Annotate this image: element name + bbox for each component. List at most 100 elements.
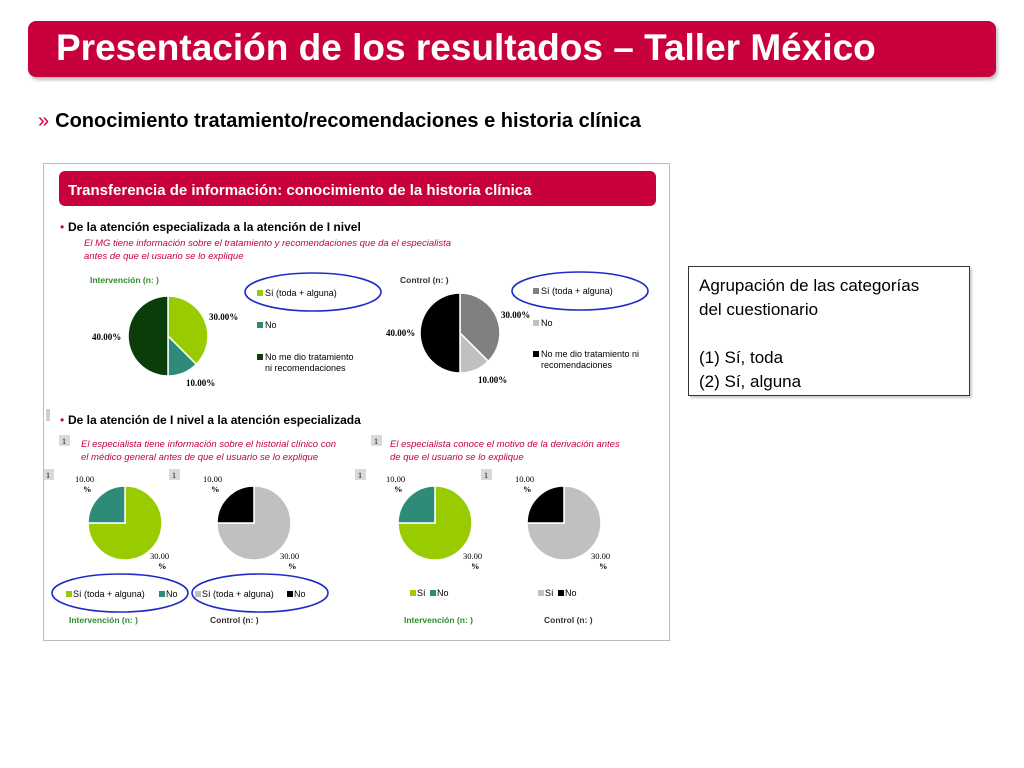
legend-pie3: Sí (toda + alguna) No — [66, 589, 178, 599]
pie5-group-label: Intervención (n: ) — [404, 615, 473, 625]
pie-slice-no — [526, 485, 565, 524]
legend-label-no: No — [166, 589, 178, 599]
marker-c: 1 — [46, 471, 50, 480]
legend-swatch-si — [533, 288, 539, 294]
marker-box-c — [44, 469, 54, 480]
legend-label-no: No — [437, 588, 449, 598]
legend-label-si: Sí (toda + alguna) — [73, 589, 145, 599]
figure-header-band — [59, 171, 656, 206]
pie2-label-nomedio: 40.00% — [386, 328, 415, 338]
pie3-group-label: Intervención (n: ) — [69, 615, 138, 625]
pie-chart-intervention-s1 — [127, 295, 209, 377]
pie3-label-no-pct: % — [83, 484, 92, 494]
pie1-label-nomedio: 40.00% — [92, 332, 121, 342]
legend-swatch-nomedio — [533, 351, 539, 357]
marker-f: 1 — [484, 471, 488, 480]
results-figure-svg: Transferencia de información: conocimien… — [44, 171, 656, 625]
legend-label-si: Sí (toda + alguna) — [265, 288, 337, 298]
legend-label-si: Sí — [545, 588, 554, 598]
pie-slice-no-me-dio-tratamiento-ni-recomendaciones — [419, 292, 461, 374]
pie-slice-s-toda-alguna — [87, 485, 163, 561]
slide-subtitle: » Conocimiento tratamiento/recomendacione… — [38, 110, 641, 133]
legend-label-nomedio-1: No me dio tratamiento ni — [541, 349, 639, 359]
slide-title: Presentación de los resultados – Taller … — [56, 27, 876, 68]
legend-swatch-nomedio — [257, 354, 263, 360]
marker-box-a — [59, 435, 70, 446]
pie-slice-no — [216, 485, 255, 524]
pie4-label-no: 10.00 — [203, 474, 222, 484]
pie-slice-s-toda-alguna — [167, 295, 209, 366]
pie4-label-si-pct: % — [288, 561, 297, 571]
pie-chart-control-s2a — [216, 485, 292, 561]
pie1-label-no: 10.00% — [186, 378, 215, 388]
pie-chart-control-s1 — [419, 292, 501, 374]
legend-swatch-no — [533, 320, 539, 326]
pie4-label-si: 30.00 — [280, 551, 299, 561]
pie4-value-labels: 10.00 % 30.00 % — [203, 474, 299, 571]
legend-swatch-si — [66, 591, 72, 597]
pie6-group-label: Control (n: ) — [544, 615, 593, 625]
marker-box-b — [371, 435, 382, 446]
marker-a: 1 — [62, 437, 66, 446]
pie-slice-s — [397, 485, 473, 561]
pie-slice-no — [397, 485, 436, 524]
legend-label-si: Sí (toda + alguna) — [202, 589, 274, 599]
pie-slice-no — [87, 485, 126, 524]
pie-slice-s-toda-alguna — [216, 485, 292, 561]
marker-box-d — [169, 469, 180, 480]
pie6-label-no-pct: % — [523, 484, 532, 494]
legend-swatch-si — [257, 290, 263, 296]
legend-swatch-si — [195, 591, 201, 597]
pie3-value-labels: 10.00 % 30.00 % — [75, 474, 169, 571]
marker-b: 1 — [374, 437, 378, 446]
section1-heading: De la atención especializada a la atenci… — [68, 220, 361, 234]
legend-label-no: No — [294, 589, 306, 599]
section2-marker-box — [46, 409, 50, 421]
highlight-ellipse-pie3 — [51, 573, 189, 613]
subtitle-text: Conocimiento tratamiento/recomendaciones… — [55, 110, 641, 132]
pie1-group-label: Intervención (n: ) — [90, 275, 159, 285]
note-line-4: (2) Sí, alguna — [699, 372, 802, 391]
legend-label-no: No — [541, 318, 553, 328]
pie-slice-s — [526, 485, 602, 561]
pie-slice-no-me-dio-tratamiento-ni-recomendaciones — [127, 295, 169, 377]
section2-question-left-2: el médico general antes de que el usuari… — [81, 452, 318, 463]
pie4-label-no-pct: % — [211, 484, 220, 494]
legend-label-nomedio-1: No me dio tratamiento — [265, 352, 354, 362]
legend-pie4: Sí (toda + alguna) No — [195, 589, 306, 599]
marker-e: 1 — [358, 471, 362, 480]
pie5-value-labels: 10.00 % 30.00 % — [386, 474, 482, 571]
legend-swatch-no — [257, 322, 263, 328]
pie2-group-label: Control (n: ) — [400, 275, 449, 285]
pie6-label-si-pct: % — [599, 561, 608, 571]
section1-bullet: • — [60, 220, 64, 234]
legend-swatch-no — [558, 590, 564, 596]
note-line-3: (1) Sí, toda — [699, 348, 784, 367]
section2-question-right-2: de que el usuario se lo explique — [390, 452, 524, 463]
legend-swatch-si — [410, 590, 416, 596]
highlight-ellipse-pie4 — [191, 573, 329, 613]
legend-label-no: No — [565, 588, 577, 598]
category-grouping-note: Agrupación de las categorías del cuestio… — [688, 266, 970, 396]
legend-swatch-no — [430, 590, 436, 596]
slide-title-bar: Presentación de los resultados – Taller … — [28, 21, 996, 77]
marker-box-f — [481, 469, 492, 480]
pie3-label-si-pct: % — [158, 561, 167, 571]
pie5-label-no-pct: % — [394, 484, 403, 494]
legend-pie1: Sí (toda + alguna) No No me dio tratamie… — [257, 288, 354, 373]
pie2-label-no: 10.00% — [478, 375, 507, 385]
section1-question-line2: antes de que el usuario se lo explique — [84, 251, 244, 262]
section2-question-right-1: El especialista conoce el motivo de la d… — [390, 439, 620, 450]
legend-pie2: Sí (toda + alguna) No No me dio tratamie… — [533, 286, 639, 370]
pie-chart-intervention-s2a — [87, 485, 163, 561]
pie6-value-labels: 10.00 % 30.00 % — [515, 474, 610, 571]
legend-label-si: Sí — [417, 588, 426, 598]
legend-pie5: Sí No — [410, 588, 449, 598]
pie5-label-si: 30.00 — [463, 551, 482, 561]
legend-swatch-no — [159, 591, 165, 597]
note-line-1: Agrupación de las categorías — [699, 276, 920, 295]
pie4-group-label: Control (n: ) — [210, 615, 259, 625]
pie-slice-s-toda-alguna — [459, 292, 501, 363]
legend-pie6: Sí No — [538, 588, 577, 598]
section2-question-left-1: El especialista tiene información sobre … — [81, 439, 336, 450]
